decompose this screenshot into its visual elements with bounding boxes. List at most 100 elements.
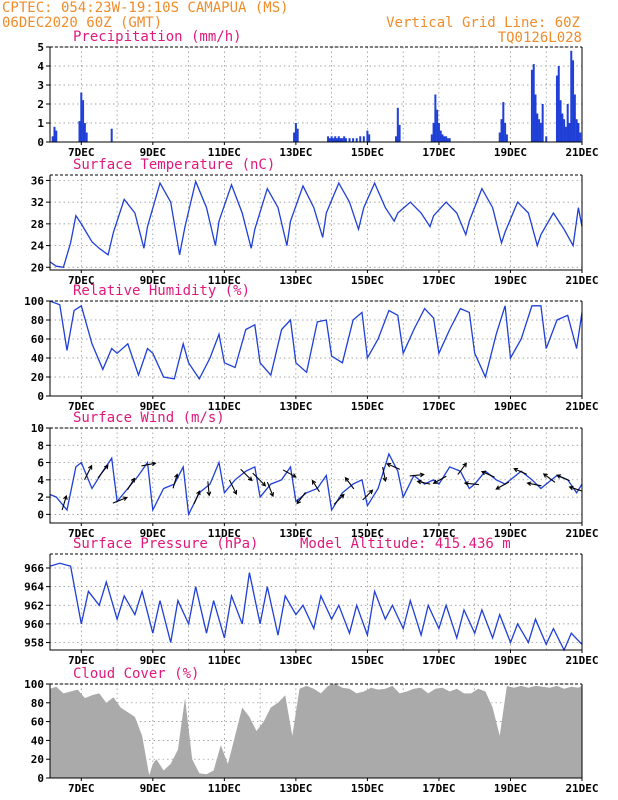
wind-arrow — [344, 476, 355, 490]
precip-bar — [430, 134, 433, 142]
ytick-label: 60 — [31, 333, 44, 346]
series-line-rh — [49, 300, 583, 381]
ytick-label: 962 — [24, 599, 44, 612]
precip-bar — [532, 64, 535, 142]
ytick-label: 0 — [37, 508, 44, 521]
xtick-label: 7DEC — [68, 654, 95, 667]
panel-title-temp: Surface Temperature (nC) — [73, 157, 275, 173]
precip-bar — [398, 124, 401, 142]
xtick-label: 9DEC — [140, 274, 167, 287]
xtick-label: 7DEC — [68, 274, 95, 287]
precip-bar — [396, 107, 399, 142]
wind-arrow — [172, 473, 179, 489]
precip-bar — [336, 138, 339, 142]
series-line-temp — [49, 179, 583, 269]
wind-arrow — [193, 490, 201, 504]
frame-wind — [49, 428, 583, 524]
ytick-label: 60 — [31, 716, 44, 729]
wind-arrow — [141, 461, 157, 467]
precip-bar — [368, 134, 371, 142]
precip-bar — [330, 136, 333, 142]
frame-temp — [49, 175, 583, 271]
ytick-label: 2 — [37, 491, 44, 504]
panel-pres: Surface Pressure (hPa) Model Altitude: 41… — [24, 536, 598, 667]
wind-arrow — [311, 479, 320, 493]
xtick-label: 13DEC — [279, 274, 312, 287]
xtick-label: 21DEC — [565, 146, 598, 159]
cloud-cover-area — [50, 684, 582, 778]
precip-bar — [337, 136, 340, 142]
panels: Precipitation (mm/h) 0 1 2 3 4 5 7DEC 9DEC 11DEC 1… — [24, 29, 598, 795]
wind-arrow — [282, 469, 297, 478]
frame-cloud — [49, 684, 583, 779]
precip-bar — [575, 119, 578, 142]
wind-arrow — [61, 494, 68, 511]
wind-arrow — [495, 481, 510, 490]
precip-bar — [352, 138, 355, 142]
xtick-label: 11DEC — [208, 527, 241, 540]
precip-bar — [341, 138, 344, 142]
wind-arrow — [480, 470, 495, 478]
header-model-code: TQ0126L028 — [498, 30, 582, 46]
precip-bar — [577, 123, 580, 142]
xtick-label: 13DEC — [279, 146, 312, 159]
xtick-label: 21DEC — [565, 400, 598, 413]
xtick-label: 13DEC — [279, 782, 312, 795]
precip-bar — [55, 130, 58, 142]
panel-title-pres: Surface Pressure (hPa) — [73, 536, 258, 552]
panel-title-cloud: Cloud Cover (%) — [73, 666, 199, 682]
xtick-label: 9DEC — [140, 146, 167, 159]
precip-bar — [448, 138, 451, 142]
wind-arrow — [127, 477, 136, 490]
ytick-label: 8 — [37, 439, 44, 452]
panel-cloud: Cloud Cover (%) 0 20 40 60 80 100 7DEC 9DEC 11DEC… — [24, 666, 598, 795]
xtick-label: 15DEC — [351, 654, 384, 667]
precip-bar — [334, 136, 337, 142]
precip-bar — [572, 60, 575, 142]
precip-bar — [545, 136, 548, 142]
xtick-label: 9DEC — [140, 654, 167, 667]
precip-bar — [432, 123, 435, 142]
xtick-label: 21DEC — [565, 274, 598, 287]
precip-bar — [443, 136, 446, 142]
ytick-label: 0 — [37, 772, 44, 785]
precip-bar — [344, 138, 347, 142]
xtick-label: 9DEC — [140, 400, 167, 413]
precip-bar — [573, 94, 576, 142]
frame-pres — [49, 554, 583, 651]
wind-arrow — [382, 466, 388, 483]
xtick-label: 19DEC — [494, 527, 527, 540]
xtick-label: 17DEC — [422, 400, 455, 413]
ytick-label: 6 — [37, 457, 44, 470]
panel-title-rh: Relative Humidity (%) — [73, 283, 250, 299]
precip-bar — [555, 75, 558, 142]
header-run-date: 06DEC2020 60Z (GMT) — [2, 15, 162, 31]
ytick-label: 2 — [37, 98, 44, 111]
wind-arrow — [112, 496, 128, 504]
ytick-label: 80 — [31, 697, 44, 710]
precip-bar — [557, 66, 560, 142]
wind-arrow — [526, 481, 542, 487]
xtick-label: 15DEC — [351, 274, 384, 287]
precip-bar — [395, 136, 398, 142]
precip-bar — [502, 102, 505, 142]
wind-arrow — [296, 491, 306, 505]
precip-bar — [293, 132, 296, 142]
frame-rh — [49, 301, 583, 397]
panel-title-wind: Surface Wind (m/s) — [73, 410, 225, 426]
series-line-pres — [49, 562, 583, 652]
wind-arrow — [457, 462, 467, 475]
frame-precip — [49, 47, 583, 143]
ytick-label: 40 — [31, 352, 44, 365]
precip-bar — [339, 138, 342, 142]
wind-arrow — [97, 464, 109, 479]
precip-bar — [436, 109, 439, 142]
ytick-label: 966 — [24, 562, 44, 575]
precip-bar — [539, 123, 542, 142]
precip-bar — [434, 94, 437, 142]
wind-arrow — [333, 493, 345, 505]
wind-arrow — [266, 481, 275, 498]
precip-bar — [83, 123, 86, 142]
precip-bar — [561, 113, 564, 142]
precip-bar — [359, 136, 362, 142]
